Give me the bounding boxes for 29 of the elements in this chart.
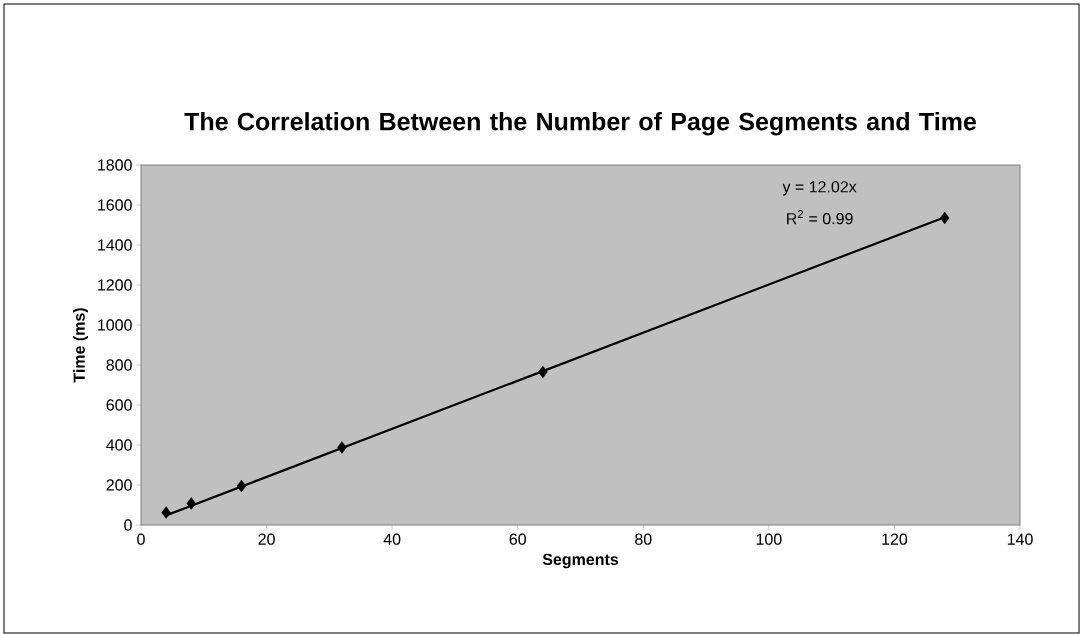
y-tick-label: 600 [106, 399, 132, 411]
point [538, 365, 548, 379]
x-tick-label: 0 [137, 533, 145, 545]
y-axis-title: Time (ms) [73, 308, 89, 383]
annotation: R$^{2}$ = 0.99 [787, 210, 853, 225]
chart-title: The Correlation Between the Number of Page Segments and Time [184, 112, 977, 136]
point [337, 441, 347, 454]
y-tick-label: 200 [106, 479, 132, 491]
y-tick-label: 1800 [98, 159, 132, 171]
y-tick-label: 1000 [98, 319, 132, 331]
x-tick-label: 20 [258, 533, 275, 545]
point [939, 211, 950, 225]
y-tick-label: 400 [106, 439, 132, 451]
y-tick-label: 0 [124, 519, 132, 531]
x-tick-label: 60 [509, 533, 526, 545]
point [161, 506, 171, 519]
y-tick-label: 800 [106, 359, 132, 371]
x-tick-label: 40 [383, 533, 401, 545]
x-tick-label: 140 [1007, 533, 1033, 545]
y-tick-label: 1600 [98, 199, 132, 211]
x-tick-label: 80 [635, 533, 652, 545]
point [186, 497, 196, 510]
y-tick-label: 1400 [98, 239, 132, 251]
annotation: y = 12.02x [782, 181, 857, 196]
x-tick-label: 100 [756, 533, 782, 545]
y-tick-label: 1200 [98, 279, 132, 291]
point [236, 479, 247, 493]
x-axis-title: Segments [542, 553, 619, 569]
x-tick-label: 120 [882, 533, 908, 545]
